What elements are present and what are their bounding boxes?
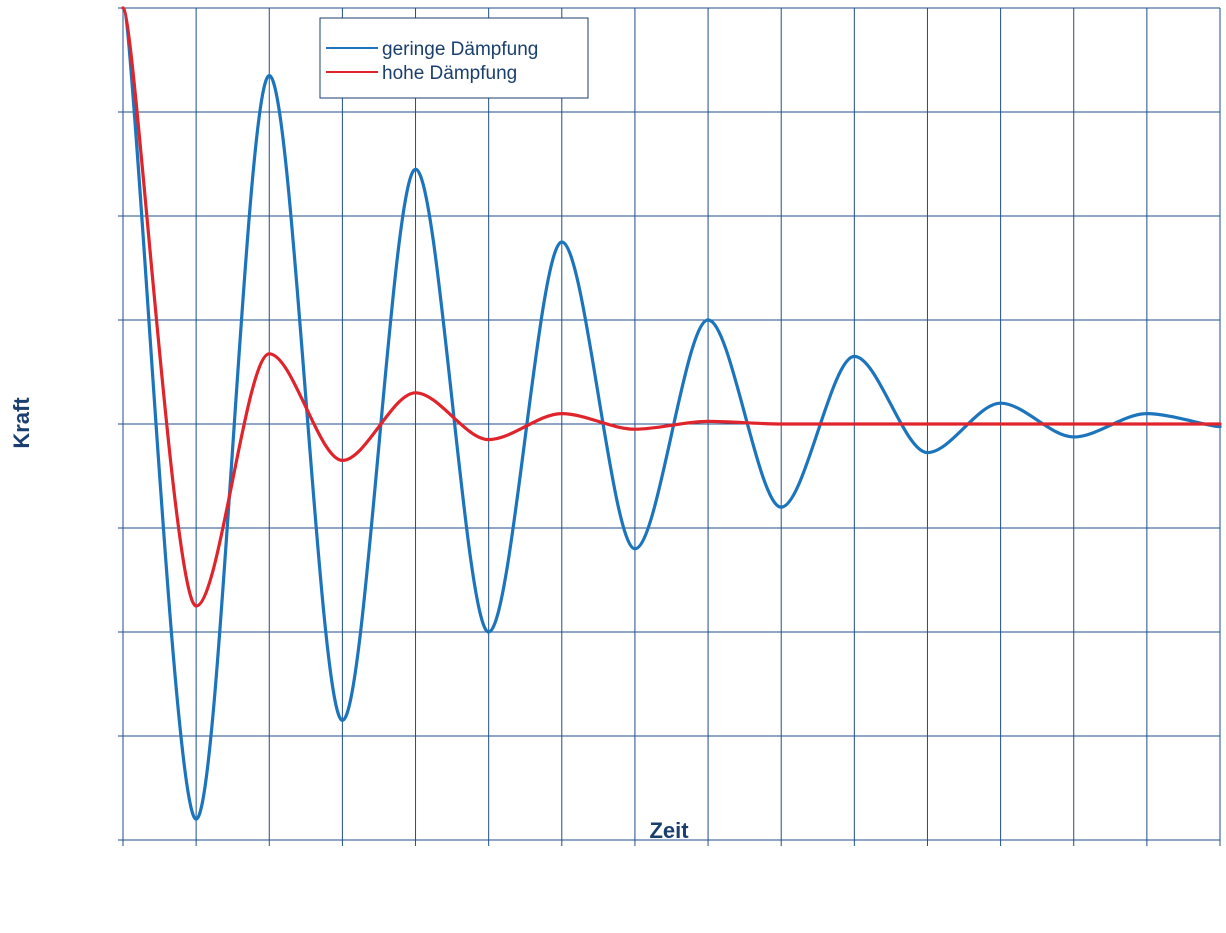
y-axis-title: Kraft (9, 397, 34, 449)
series-line-low-damping (121, 6, 1222, 821)
series-layer (121, 6, 1222, 821)
series-line-high-damping (121, 6, 1222, 608)
x-axis-title: Zeit (649, 818, 689, 843)
legend-label: hohe Dämpfung (382, 63, 517, 84)
legend-box (319, 17, 589, 99)
legend-label: geringe Dämpfung (382, 39, 538, 60)
legend: geringe Dämpfung hohe Dämpfung (319, 17, 589, 99)
